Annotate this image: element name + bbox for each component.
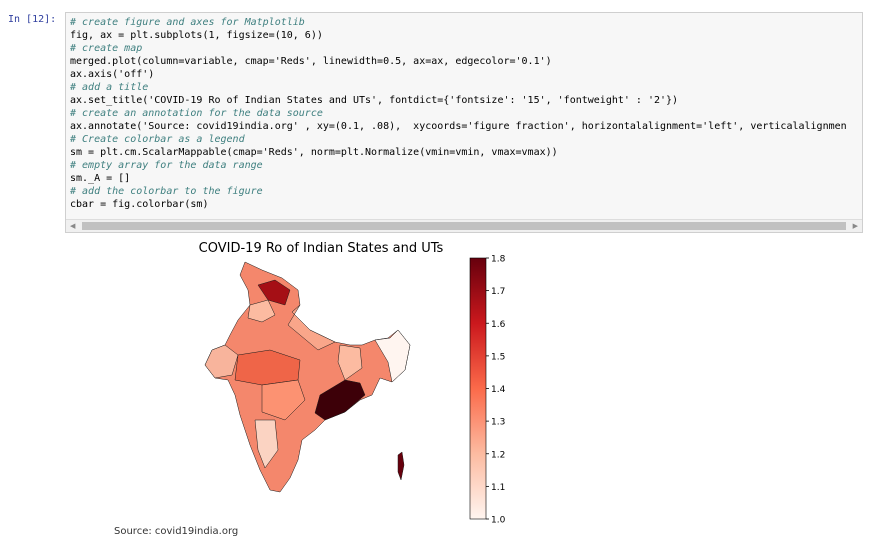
scroll-left[interactable]: ◀ bbox=[70, 222, 76, 230]
code-line: sm = plt.cm.ScalarMappable(cmap='Reds', … bbox=[70, 147, 558, 158]
scroll-right[interactable]: ▶ bbox=[852, 222, 858, 230]
code-line: # Create colorbar as a legend bbox=[70, 134, 245, 145]
code-line: ax.set_title('COVID-19 Ro of Indian Stat… bbox=[70, 95, 679, 106]
colorbar-tick-label: 1.4 bbox=[491, 385, 506, 395]
code-line: sm._A = [] bbox=[70, 173, 131, 184]
colorbar-tick-label: 1.7 bbox=[491, 287, 505, 297]
code-line: ax.annotate('Source: covid19india.org' ,… bbox=[70, 121, 847, 132]
map bbox=[204, 261, 411, 493]
code-line: merged.plot(column=variable, cmap='Reds'… bbox=[70, 56, 552, 67]
colorbar-tick-label: 1.1 bbox=[491, 483, 505, 493]
scroll-thumb[interactable] bbox=[82, 222, 846, 230]
code-line: # create map bbox=[70, 43, 143, 54]
figure-title: COVID-19 Ro of Indian States and UTs bbox=[199, 241, 444, 256]
code-line: # add the colorbar to the figure bbox=[70, 186, 263, 197]
colorbar-tick-label: 1.8 bbox=[491, 255, 506, 265]
colorbar-tick-label: 1.2 bbox=[491, 450, 505, 460]
code-line: # empty array for the data range bbox=[70, 160, 263, 171]
code: # create figure and axes for Matplotlib f… bbox=[70, 16, 847, 211]
colorbar-tick-label: 1.6 bbox=[491, 320, 506, 330]
colorbar-tick-label: 1.3 bbox=[491, 418, 505, 428]
prompt: In [12]: bbox=[8, 14, 57, 25]
code-line: # create figure and axes for Matplotlib bbox=[70, 17, 305, 28]
code-cell[interactable]: # create figure and axes for Matplotlib f… bbox=[65, 12, 863, 233]
colorbar bbox=[469, 257, 487, 520]
source-annotation: Source: covid19india.org bbox=[114, 526, 238, 537]
code-line: fig, ax = plt.subplots(1, figsize=(10, 6… bbox=[70, 30, 323, 41]
code-line: # create an annotation for the data sour… bbox=[70, 108, 323, 119]
code-line: ax.axis('off') bbox=[70, 69, 155, 80]
code-line: cbar = fig.colorbar(sm) bbox=[70, 199, 209, 210]
scrollbar[interactable]: ◀ ▶ bbox=[66, 219, 862, 232]
colorbar-tick-label: 1.0 bbox=[491, 516, 506, 526]
colorbar-tick-label: 1.5 bbox=[491, 352, 505, 362]
code-line: # add a title bbox=[70, 82, 149, 93]
